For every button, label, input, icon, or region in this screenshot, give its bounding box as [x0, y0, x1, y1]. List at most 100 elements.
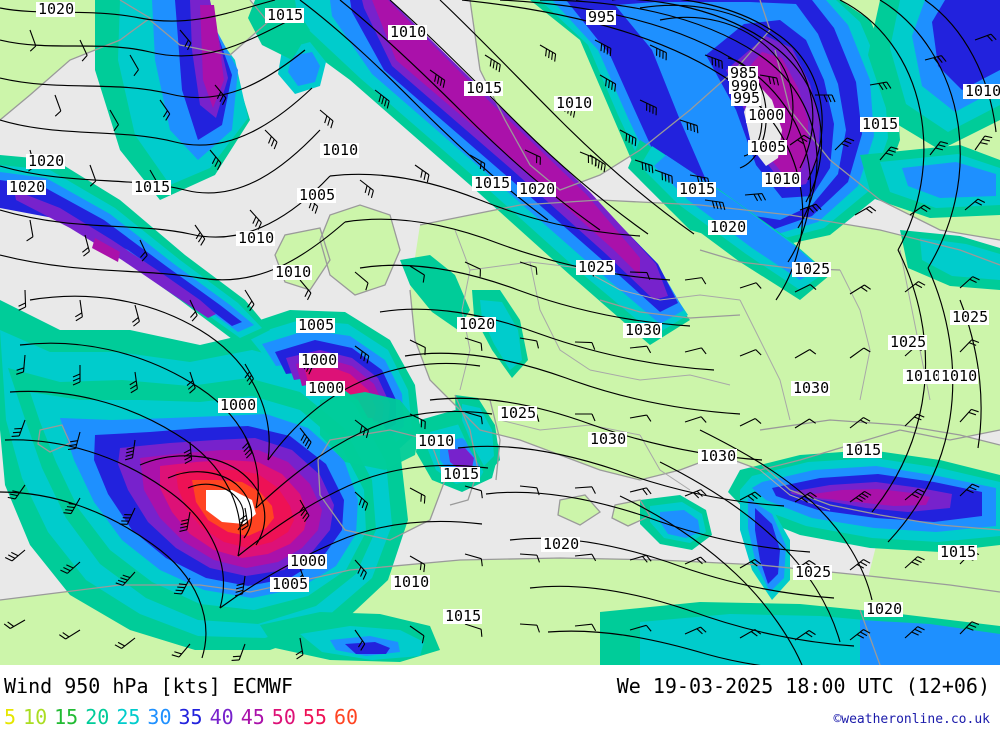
legend-level-55: 55 — [302, 705, 327, 729]
isobar-value: 1000 — [308, 379, 344, 397]
isobar-label: 995 — [586, 8, 616, 26]
isobar-value: 985 — [730, 64, 757, 82]
isobar-value: 1020 — [519, 180, 555, 198]
isobar-label: 1030 — [623, 321, 662, 339]
isobar-value: 1005 — [299, 186, 335, 204]
isobar-label: 1020 — [708, 218, 747, 236]
isobar-label: 1015 — [441, 465, 480, 483]
isobar-label: 1020 — [7, 178, 46, 196]
isobar-value: 1015 — [679, 180, 715, 198]
isobar-label: 1015 — [472, 174, 511, 192]
isobar-label: 1025 — [792, 260, 831, 278]
legend-level-25: 25 — [116, 705, 141, 729]
copyright-label: ©weatheronline.co.uk — [833, 712, 990, 727]
isobar-value: 1000 — [220, 396, 256, 414]
legend-level-60: 60 — [333, 705, 359, 729]
isobar-label: 1020 — [36, 0, 75, 18]
isobar-value: 1020 — [9, 178, 45, 196]
isobar-label: 1005 — [297, 186, 336, 204]
isobar-value: 1010 — [390, 23, 426, 41]
isobar-label: 1000 — [306, 379, 345, 397]
isobar-value: 1020 — [543, 535, 579, 553]
isobar-label: 1005 — [296, 316, 335, 334]
isobar-label: 1015 — [677, 180, 716, 198]
isobar-label: 1030 — [588, 430, 627, 448]
isobar-value: 1020 — [28, 152, 64, 170]
isobar-value: 1015 — [845, 441, 881, 459]
isobar-value: 1025 — [795, 563, 831, 581]
isobar-label: 1015 — [938, 543, 977, 561]
isobar-label: 1000 — [746, 106, 785, 124]
legend-level-45: 45 — [240, 705, 265, 729]
isobar-value: 1015 — [862, 115, 898, 133]
isobar-label: 1010 — [416, 432, 455, 450]
isobar-label: 1010 — [903, 367, 942, 385]
isobar-value: 1030 — [793, 379, 829, 397]
isobar-value: 1010 — [941, 367, 977, 385]
isobar-label: 1010 — [236, 229, 275, 247]
isobar-label: 1015 — [464, 79, 503, 97]
isobar-label: 1025 — [950, 308, 989, 326]
isobar-value: 1025 — [890, 333, 926, 351]
isobar-value: 1005 — [272, 575, 308, 593]
isobar-label: 1005 — [270, 575, 309, 593]
isobar-label: 1000 — [218, 396, 257, 414]
isobar-label: 1020 — [26, 152, 65, 170]
isobar-value: 1020 — [38, 0, 74, 18]
isobar-value: 1010 — [238, 229, 274, 247]
isobar-label: 990 — [729, 77, 759, 95]
isobar-value: 1015 — [443, 465, 479, 483]
isobar-value: 1000 — [748, 106, 784, 124]
valid-time-label: We 19-03-2025 18:00 UTC (12+06) — [616, 674, 990, 698]
isobar-value: 1020 — [710, 218, 746, 236]
isobar-label: 1025 — [793, 563, 832, 581]
isobar-value: 1025 — [578, 258, 614, 276]
isobar-label: 1030 — [791, 379, 830, 397]
isobar-value: 1030 — [590, 430, 626, 448]
legend-level-50: 50 — [271, 705, 296, 729]
isobar-label: 1020 — [541, 535, 580, 553]
isobar-label: 1010 — [963, 82, 1000, 100]
legend-level-30: 30 — [147, 705, 172, 729]
isobar-value: 990 — [731, 77, 758, 95]
isobar-value: 1025 — [500, 404, 536, 422]
isobar-label: 1010 — [273, 263, 312, 281]
isobar-label: 1025 — [576, 258, 615, 276]
isobar-value: 1015 — [474, 174, 510, 192]
isobar-label: 1025 — [888, 333, 927, 351]
legend-level-20: 20 — [85, 705, 110, 729]
isobar-value: 1015 — [134, 178, 170, 196]
legend-level-5: 5 — [4, 705, 17, 729]
isobar-value: 1005 — [298, 316, 334, 334]
weather-map[interactable]: 1020 1015 1010 995 1015 1010 985 990 995 1000 1015… — [0, 0, 1000, 665]
isobar-value: 1000 — [290, 552, 326, 570]
isobar-label: 1015 — [860, 115, 899, 133]
isobar-value: 995 — [588, 8, 615, 26]
isobar-label: 1010 — [939, 367, 978, 385]
isobar-value: 1030 — [625, 321, 661, 339]
isobar-value: 1005 — [750, 138, 786, 156]
isobar-value: 1030 — [700, 447, 736, 465]
isobar-label: 1020 — [517, 180, 556, 198]
isobar-value: 1020 — [459, 315, 495, 333]
isobar-label: 1015 — [132, 178, 171, 196]
isobar-value: 1010 — [965, 82, 1000, 100]
country-borders — [454, 229, 931, 511]
isobar-value: 1020 — [866, 600, 902, 618]
isobar-label: 1010 — [320, 141, 359, 159]
isobar-label: 1010 — [554, 94, 593, 112]
isobar-value: 1000 — [301, 351, 337, 369]
isobar-label: 1000 — [299, 351, 338, 369]
isobar-label: 985 — [728, 64, 758, 82]
isobar-value: 1010 — [764, 170, 800, 188]
isobar-label: 1015 — [443, 607, 482, 625]
isobar-value: 995 — [733, 89, 760, 107]
isobar-label: 1015 — [265, 6, 304, 24]
isobar-label: 1020 — [864, 600, 903, 618]
isobar-value: 1015 — [445, 607, 481, 625]
legend-level-35: 35 — [178, 705, 203, 729]
isobar-label: 1010 — [388, 23, 427, 41]
chart-title: Wind 950 hPa [kts] ECMWF — [4, 674, 293, 698]
